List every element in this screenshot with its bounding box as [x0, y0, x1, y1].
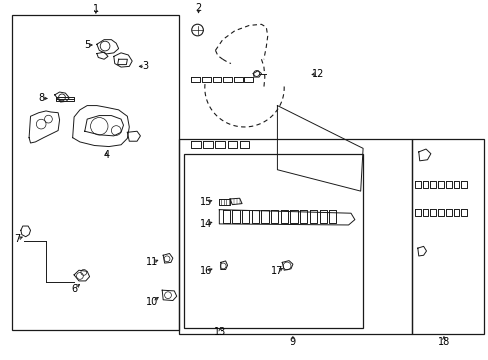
- Text: 16: 16: [199, 266, 211, 276]
- Text: 10: 10: [146, 297, 158, 307]
- Text: 15: 15: [199, 197, 211, 207]
- Bar: [179, 139, 411, 334]
- Text: 8: 8: [38, 94, 44, 103]
- Text: 5: 5: [84, 40, 90, 50]
- Text: 1: 1: [93, 4, 99, 14]
- Text: 7: 7: [14, 234, 20, 244]
- Text: 3: 3: [142, 61, 148, 71]
- Text: 14: 14: [199, 219, 211, 229]
- Bar: [183, 154, 363, 328]
- Text: 13: 13: [214, 327, 226, 337]
- Text: 17: 17: [271, 266, 283, 276]
- Text: 6: 6: [71, 284, 77, 294]
- Text: 11: 11: [146, 257, 158, 267]
- Text: 9: 9: [289, 337, 295, 347]
- Text: 4: 4: [103, 150, 109, 161]
- Bar: [12, 15, 179, 330]
- Bar: [411, 139, 483, 334]
- Text: 2: 2: [195, 3, 201, 13]
- Text: 18: 18: [437, 337, 449, 347]
- Text: 12: 12: [311, 68, 324, 78]
